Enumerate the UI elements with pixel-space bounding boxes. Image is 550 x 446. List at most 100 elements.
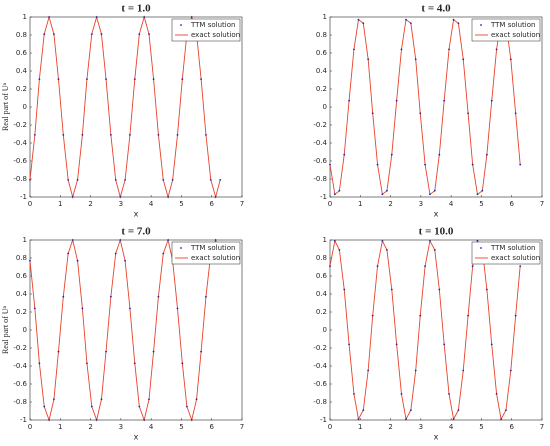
- data-point: [357, 18, 360, 21]
- y-tick-label: -0.2: [13, 344, 27, 352]
- data-point: [495, 48, 498, 51]
- legend-label: TTM solution: [190, 21, 235, 29]
- data-point: [390, 153, 393, 156]
- data-point: [343, 288, 346, 291]
- data-point: [176, 134, 179, 136]
- x-tick-label: 3: [119, 423, 123, 431]
- data-point: [471, 163, 474, 166]
- data-point: [71, 196, 74, 198]
- y-tick-label: 1: [323, 13, 327, 21]
- x-tick-label: 7: [540, 423, 544, 431]
- data-point: [67, 252, 70, 255]
- data-point: [376, 265, 379, 267]
- x-tick-label: 1: [58, 423, 62, 431]
- data-point: [124, 259, 126, 262]
- legend-box: [471, 18, 541, 42]
- data-point: [381, 240, 384, 242]
- data-point: [33, 307, 36, 310]
- x-tick-label: 6: [509, 200, 514, 208]
- data-point: [519, 163, 522, 166]
- data-point: [433, 249, 436, 251]
- data-point: [219, 179, 222, 181]
- x-tick-label: 0: [28, 200, 32, 208]
- data-point: [395, 343, 398, 346]
- data-point: [76, 179, 79, 181]
- data-point: [409, 409, 412, 411]
- data-point: [419, 112, 422, 115]
- y-tick-label: -0.6: [313, 157, 327, 165]
- data-point: [109, 295, 112, 298]
- data-point: [133, 362, 136, 365]
- data-point: [386, 249, 388, 251]
- y-tick-label: -1: [320, 416, 327, 424]
- y-tick-label: 0: [323, 103, 327, 111]
- data-point: [43, 33, 46, 35]
- data-point: [490, 343, 493, 346]
- data-point: [190, 419, 193, 421]
- data-point: [462, 369, 465, 372]
- data-point: [386, 189, 388, 192]
- data-point: [176, 307, 179, 310]
- y-tick-label: 0.2: [16, 85, 27, 93]
- data-point: [162, 252, 165, 255]
- data-point: [433, 189, 436, 192]
- data-point: [505, 409, 507, 411]
- data-point: [209, 179, 212, 181]
- data-point: [171, 179, 174, 181]
- data-point: [343, 153, 346, 156]
- data-point: [400, 393, 403, 395]
- data-point: [129, 134, 131, 136]
- y-tick-label: -0.6: [13, 157, 27, 165]
- chart-title: t = 7.0: [121, 226, 151, 238]
- data-point: [205, 134, 207, 136]
- data-point: [57, 350, 60, 353]
- data-point: [119, 239, 122, 241]
- x-axis-label: x: [134, 433, 139, 442]
- plot-area: [329, 239, 543, 421]
- data-point: [81, 307, 84, 310]
- data-point: [400, 48, 403, 51]
- y-axis-label: Real part of Uⁿ: [1, 305, 10, 354]
- y-tick-label: -1: [20, 416, 27, 424]
- data-point: [29, 179, 31, 181]
- legend-box: [471, 241, 541, 265]
- data-point: [190, 16, 193, 18]
- data-point: [348, 343, 350, 346]
- plot-area: [329, 16, 543, 198]
- data-point: [452, 18, 455, 21]
- data-point: [29, 259, 31, 262]
- data-point: [448, 393, 450, 395]
- data-point: [129, 307, 131, 310]
- x-tick-label: 0: [328, 423, 332, 431]
- data-point: [114, 179, 117, 181]
- data-point: [424, 265, 426, 267]
- data-point: [371, 112, 374, 115]
- data-point: [438, 288, 441, 291]
- data-point: [476, 240, 479, 242]
- legend-box: [171, 18, 241, 42]
- data-point: [152, 350, 155, 353]
- data-point: [109, 134, 112, 136]
- data-point: [409, 22, 412, 25]
- x-tick-label: 2: [88, 423, 92, 431]
- data-point: [362, 22, 365, 25]
- y-tick-label: 0.4: [16, 67, 28, 75]
- data-point: [195, 398, 198, 401]
- data-point: [119, 196, 122, 198]
- x-axis-label: x: [434, 210, 439, 219]
- y-tick-label: 0.4: [16, 290, 28, 298]
- data-point: [143, 419, 146, 421]
- data-point: [62, 295, 65, 298]
- data-point: [329, 265, 331, 267]
- x-tick-label: 2: [88, 200, 92, 208]
- y-tick-label: -0.4: [13, 139, 27, 147]
- data-point: [53, 398, 55, 401]
- data-point: [90, 33, 93, 35]
- data-point: [148, 398, 150, 401]
- data-point: [485, 153, 488, 156]
- data-point: [443, 343, 446, 346]
- data-point: [143, 16, 146, 18]
- x-tick-label: 3: [419, 200, 423, 208]
- y-tick-label: -0.8: [13, 175, 27, 183]
- data-point: [81, 134, 84, 136]
